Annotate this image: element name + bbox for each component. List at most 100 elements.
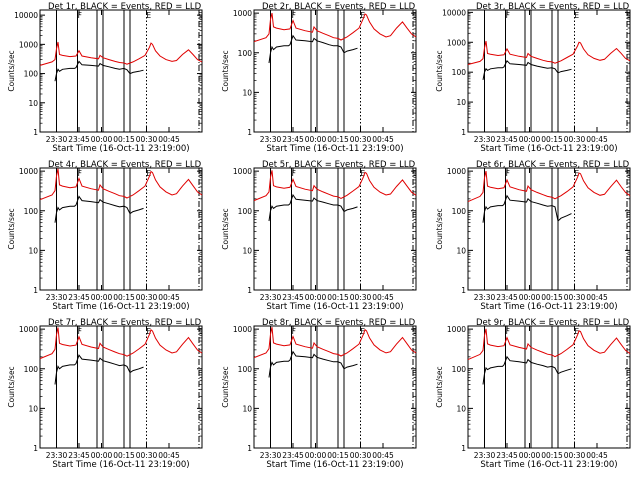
y-axis-title: Counts/sec [435,50,444,91]
series-lld-line [467,170,631,203]
x-tick-label: 23:45 [496,135,518,144]
panel-title: Det 4r, BLACK = Events, RED = LLD [48,160,202,170]
flag-label: S [626,11,631,20]
flag-label: S [198,327,203,336]
flag-label: S [412,327,417,336]
flag-label: E [146,327,151,336]
y-tick-label: 10000 [442,8,466,17]
x-tick-label: 23:30 [260,135,282,144]
flag-label: F [78,169,82,178]
x-tick-label: 00:15 [327,293,349,302]
x-tick-label: 00:00 [305,451,327,460]
y-tick-label: 1 [461,128,466,137]
x-tick-label: 00:15 [541,293,563,302]
panel-5: Det 5r, BLACK = Events, RED = LLD 1 10 100 1… [221,160,417,312]
panel-1: Det 1r, BLACK = Events, RED = LLD 1 10 100 1… [7,2,203,154]
x-axis-title: Start Time (16-Oct-11 23:19:00) [480,302,617,312]
series-events-line [268,193,358,222]
y-axis-title: Counts/sec [221,366,230,407]
x-tick-label: 00:45 [372,451,394,460]
x-tick-label: 00:00 [305,135,327,144]
y-tick-label: 100 [238,49,253,58]
panel-2: Det 2r, BLACK = Events, RED = LLD 1 10 100 1… [221,2,417,154]
flag-label: F [292,169,296,178]
y-tick-label: 100 [452,68,467,77]
x-tick-label: 23:45 [68,451,90,460]
x-tick-label: 00:30 [136,135,158,144]
y-tick-label: 1 [461,286,466,295]
x-tick-label: 23:45 [282,451,304,460]
x-axis-title: Start Time (16-Oct-11 23:19:00) [266,302,403,312]
x-tick-label: 00:45 [372,293,394,302]
y-tick-label: 10 [242,88,252,97]
plot-frame [467,167,631,291]
y-axis-title: Counts/sec [435,366,444,407]
flag-label: E [574,327,579,336]
panel-title: Det 7r, BLACK = Events, RED = LLD [48,318,202,328]
panel-3: Det 3r, BLACK = Events, RED = LLD 1 10 100 1… [435,2,631,154]
panel-title: Det 1r, BLACK = Events, RED = LLD [48,2,202,12]
y-axis-title: Counts/sec [221,50,230,91]
plot-frame [467,9,631,133]
series-events-line [54,354,144,385]
y-tick-label: 10000 [14,11,38,20]
x-tick-label: 00:45 [586,135,608,144]
series-lld-line [39,41,203,66]
flag-label: F [506,11,510,20]
panel-title: Det 5r, BLACK = Events, RED = LLD [262,160,416,170]
x-tick-label: 23:45 [68,293,90,302]
series-lld-line [39,168,203,201]
flag-label: S [412,169,417,178]
y-tick-label: 1000 [447,38,466,47]
y-tick-label: 10 [456,98,466,107]
panel-9: Det 9r, BLACK = Events, RED = LLD 1 10 100 1… [435,318,631,470]
panel-4: Det 4r, BLACK = Events, RED = LLD 1 10 100 1… [7,160,203,312]
x-tick-label: 00:00 [91,135,113,144]
x-tick-label: 23:30 [260,451,282,460]
x-tick-label: 23:30 [46,293,68,302]
x-tick-label: 23:30 [474,451,496,460]
y-tick-label: 100 [238,365,253,374]
flag-label: F [292,327,296,336]
y-tick-label: 100 [24,365,39,374]
flag-label: F [78,11,82,20]
plot-frame [253,325,417,449]
x-tick-label: 23:30 [260,293,282,302]
flag-label: F [506,169,510,178]
y-tick-label: 1 [33,286,38,295]
y-tick-label: 1000 [19,167,38,176]
y-tick-label: 100 [452,207,467,216]
y-tick-label: 10 [242,246,252,255]
x-tick-label: 00:15 [327,451,349,460]
x-axis-title: Start Time (16-Oct-11 23:19:00) [266,460,403,470]
series-lld-line [467,40,631,65]
x-axis-title: Start Time (16-Oct-11 23:19:00) [52,302,189,312]
x-tick-label: 00:00 [91,293,113,302]
y-tick-label: 100 [452,365,467,374]
x-axis-title: Start Time (16-Oct-11 23:19:00) [266,144,403,154]
y-tick-label: 10 [242,404,252,413]
x-tick-label: 00:30 [136,451,158,460]
y-tick-label: 1 [33,128,38,137]
y-tick-label: 1000 [447,167,466,176]
flag-label: E [574,11,579,20]
x-tick-label: 00:30 [350,451,372,460]
series-lld-line [253,12,417,43]
flag-label: E [360,11,365,20]
x-tick-label: 23:45 [496,451,518,460]
x-tick-label: 00:30 [564,451,586,460]
flag-label: S [198,11,203,20]
flag-label: E [146,11,151,20]
flag-label: S [198,169,203,178]
series-lld-line [39,327,203,360]
y-tick-label: 100 [238,207,253,216]
y-tick-label: 1000 [19,325,38,334]
flag-label: F [292,11,296,20]
x-tick-label: 00:15 [113,293,135,302]
x-tick-label: 00:30 [350,293,372,302]
x-tick-label: 00:00 [91,451,113,460]
panel-title: Det 6r, BLACK = Events, RED = LLD [476,160,630,170]
x-tick-label: 23:45 [282,293,304,302]
x-tick-label: 23:30 [46,451,68,460]
x-tick-label: 00:00 [519,135,541,144]
